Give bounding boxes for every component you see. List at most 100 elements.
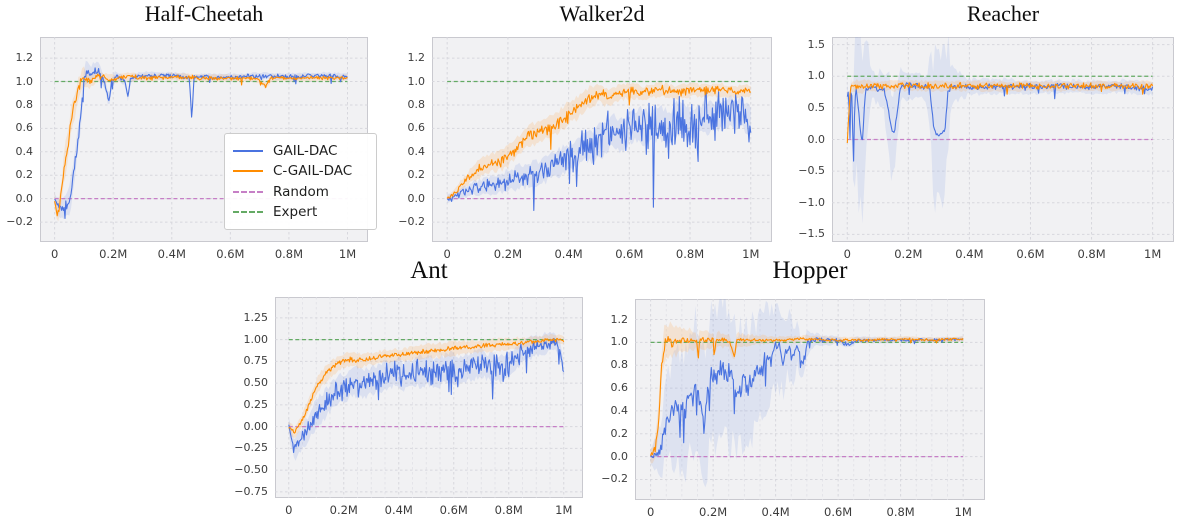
- x-tick-label: 0: [285, 503, 293, 517]
- plot-area: [432, 37, 772, 242]
- y-tick-label: 0.4: [610, 403, 629, 417]
- gail-dac-line: [288, 337, 565, 454]
- x-tick-label: 0.2M: [99, 247, 128, 261]
- x-tick-label: 1M: [338, 247, 357, 261]
- y-tick-label: −0.50: [234, 463, 268, 477]
- chart-title-half-cheetah: Half-Cheetah: [144, 1, 264, 26]
- y-tick-label: 0.4: [15, 144, 34, 158]
- c-gail-dac-line: [446, 84, 752, 199]
- x-tick-label: 0.6M: [824, 505, 853, 519]
- y-tick-label: 1.2: [610, 312, 629, 326]
- legend-label: GAIL-DAC: [273, 143, 338, 159]
- x-tick-label: 0.4M: [955, 247, 984, 261]
- x-tick-label: 1M: [1144, 247, 1162, 261]
- y-tick-label: 0.2: [610, 426, 629, 440]
- legend-item-c-gail-dac: C-GAIL-DAC: [233, 161, 368, 181]
- c-gail-dac-line: [650, 335, 964, 457]
- y-tick-label: 1.0: [15, 74, 34, 88]
- x-tick-label: 0.8M: [886, 505, 915, 519]
- x-tick-label: 0.8M: [675, 247, 705, 261]
- legend-item-random: Random: [233, 182, 368, 202]
- y-tick-label: −0.25: [234, 441, 268, 455]
- y-tick-label: 1.0: [407, 74, 426, 88]
- x-tick-label: 0.2M: [699, 505, 728, 519]
- legend-line-sample: [233, 170, 263, 173]
- x-tick-label: 0.8M: [274, 247, 304, 261]
- y-tick-label: 0.2: [15, 168, 34, 182]
- y-tick-label: −0.5: [798, 164, 825, 178]
- legend-line-sample: [233, 190, 263, 193]
- plot-area: [635, 299, 985, 500]
- x-tick-label: 0.8M: [1077, 247, 1106, 261]
- y-tick-label: −1.5: [798, 227, 825, 241]
- y-tick-label: 1.00: [243, 332, 269, 346]
- x-tick-label: 0.6M: [439, 503, 468, 517]
- x-tick-label: 0: [50, 247, 59, 261]
- y-tick-label: 0.6: [610, 381, 629, 395]
- x-tick-label: 0.4M: [761, 505, 790, 519]
- y-tick-label: 0.0: [407, 191, 426, 205]
- plot-area: [275, 297, 583, 498]
- x-tick-label: 0.2M: [329, 503, 358, 517]
- chart-title-walker2d: Walker2d: [559, 1, 645, 26]
- y-tick-label: −0.2: [398, 215, 425, 229]
- legend-item-expert: Expert: [233, 202, 368, 222]
- y-tick-label: −0.2: [601, 472, 628, 486]
- legend-label: C-GAIL-DAC: [273, 163, 353, 180]
- y-tick-label: 1.2: [407, 51, 426, 65]
- legend-line-sample: [233, 210, 263, 213]
- y-tick-label: −0.75: [234, 484, 268, 498]
- y-tick-label: 0.8: [610, 358, 629, 372]
- x-tick-label: 1M: [742, 247, 760, 261]
- y-tick-label: 0.5: [807, 100, 826, 114]
- y-tick-label: 0.2: [407, 168, 426, 182]
- y-tick-label: 0.8: [407, 97, 426, 111]
- x-tick-label: 0: [843, 247, 851, 261]
- y-tick-label: 1.5: [807, 37, 826, 51]
- x-tick-label: 0.6M: [216, 247, 245, 261]
- y-tick-label: 0.6: [15, 121, 34, 135]
- gail-dac-line: [54, 67, 348, 220]
- x-tick-label: 0.4M: [157, 247, 186, 261]
- gail-dac-line: [447, 88, 752, 212]
- y-tick-label: 0.50: [243, 376, 269, 390]
- c-gail-dac-line: [54, 73, 348, 217]
- x-tick-label: 0.4M: [554, 247, 583, 261]
- legend-item-gail-dac: GAIL-DAC: [233, 141, 368, 161]
- y-tick-label: −0.2: [6, 215, 33, 229]
- chart-title-hopper: Hopper: [772, 257, 848, 284]
- y-tick-label: 0.0: [15, 191, 34, 205]
- confidence-bands: [650, 299, 964, 488]
- c-gail-dac-confidence-band: [650, 321, 964, 464]
- gail-dac-confidence-band: [54, 60, 348, 220]
- x-tick-label: 0.2M: [894, 247, 923, 261]
- chart-title-ant: Ant: [410, 257, 448, 284]
- plot-area: [832, 37, 1174, 242]
- legend-line-sample: [233, 150, 263, 152]
- y-tick-label: 1.0: [610, 335, 629, 349]
- x-tick-label: 0.6M: [615, 247, 644, 261]
- chart-title-reacher: Reacher: [966, 1, 1040, 26]
- x-tick-label: 1M: [555, 503, 573, 517]
- x-tick-label: 0.4M: [384, 503, 413, 517]
- x-tick-label: 0: [443, 247, 451, 261]
- y-tick-label: 0.6: [407, 121, 426, 135]
- x-tick-label: 0: [646, 505, 655, 519]
- y-tick-label: 0.8: [15, 97, 34, 111]
- y-tick-label: 1.0: [807, 69, 826, 83]
- y-tick-label: 0.75: [243, 354, 269, 368]
- y-tick-label: 0.4: [407, 144, 426, 158]
- y-tick-label: 0.25: [243, 397, 269, 411]
- gail-dac-confidence-band: [650, 299, 964, 488]
- y-tick-label: 1.25: [243, 310, 269, 324]
- gridlines: [275, 297, 583, 498]
- y-tick-label: 0.0: [610, 449, 629, 463]
- x-tick-label: 0.6M: [1016, 247, 1045, 261]
- y-tick-label: 0.00: [243, 419, 269, 433]
